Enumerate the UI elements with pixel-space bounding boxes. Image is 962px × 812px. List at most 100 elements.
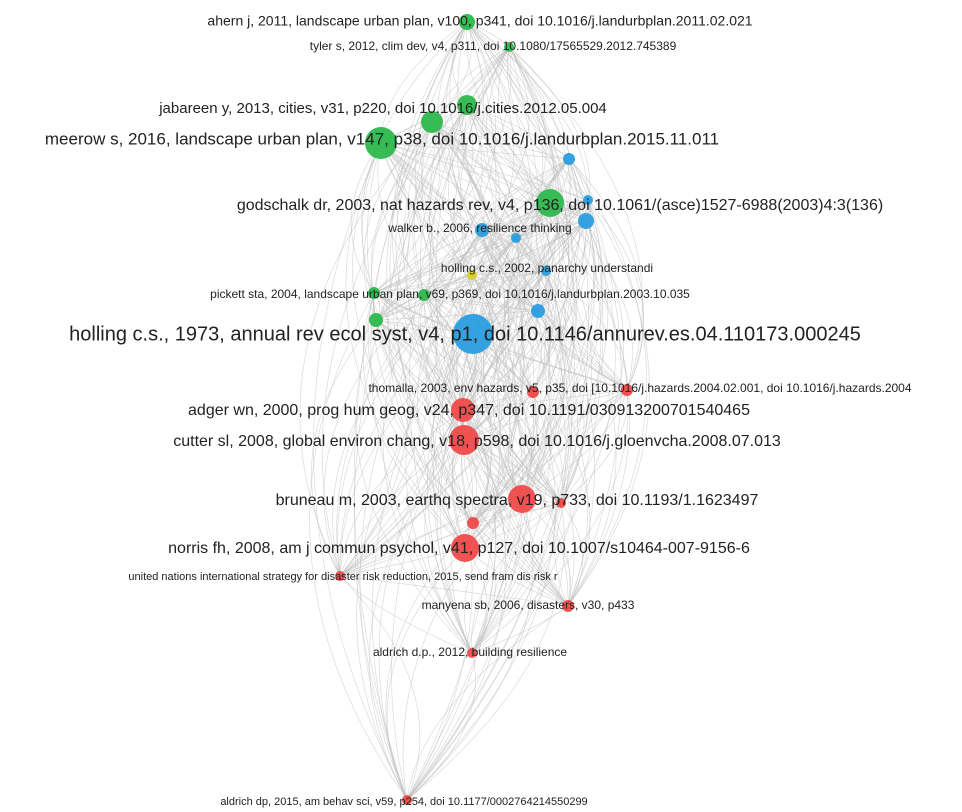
edge — [462, 310, 539, 411]
edge — [352, 142, 474, 524]
edge — [461, 220, 587, 524]
edge — [471, 274, 517, 524]
node-label: aldrich dp, 2015, am behav sci, v59, p25… — [220, 796, 587, 808]
node — [402, 795, 412, 805]
edge — [432, 237, 517, 549]
edge — [373, 237, 517, 294]
edge — [406, 46, 547, 801]
edge — [466, 104, 567, 500]
edge — [371, 46, 510, 321]
node-label: aldrich d.p., 2012, building resilience — [373, 645, 567, 659]
edge — [412, 46, 510, 296]
edge — [339, 270, 547, 577]
edge — [463, 158, 580, 441]
edge — [323, 294, 425, 577]
node — [527, 386, 539, 398]
edge — [339, 310, 539, 577]
edge — [373, 199, 589, 294]
node-label: thomalla, 2003, env hazards, v5, p35, do… — [368, 381, 911, 395]
node-label: jabareen y, 2013, cities, v31, p220, doi… — [158, 100, 607, 117]
edge — [485, 46, 547, 272]
edge — [373, 220, 587, 294]
node — [536, 189, 564, 217]
edge — [366, 142, 569, 607]
edge — [339, 199, 589, 577]
edge — [472, 522, 569, 607]
edge — [392, 21, 468, 441]
edge — [380, 142, 589, 201]
edge — [406, 294, 497, 801]
edge — [471, 502, 562, 654]
edge — [313, 142, 408, 801]
node-label: manyena sb, 2006, disasters, v30, p433 — [422, 598, 635, 612]
edge — [406, 502, 565, 801]
edge — [545, 199, 589, 272]
edge — [406, 121, 501, 801]
node — [578, 213, 594, 229]
edge — [508, 46, 622, 607]
edge — [560, 220, 624, 504]
edge — [466, 21, 589, 201]
edge — [339, 575, 421, 801]
node — [562, 600, 574, 612]
edge — [375, 237, 517, 321]
node-label: tyler s, 2012, clim dev, v4, p311, doi 1… — [310, 39, 677, 53]
edge — [309, 292, 408, 801]
edge — [463, 439, 562, 504]
edge — [372, 292, 569, 607]
node — [418, 289, 430, 301]
node-label: bruneau m, 2003, earthq spectra, v19, p7… — [276, 492, 759, 509]
edge — [499, 310, 569, 607]
edge — [587, 199, 644, 391]
edge — [373, 121, 441, 294]
edge — [471, 310, 570, 654]
edge — [373, 229, 483, 294]
edge — [339, 522, 474, 577]
edge — [375, 158, 570, 321]
node — [511, 233, 521, 243]
node — [504, 42, 514, 52]
edge — [466, 21, 602, 504]
node — [365, 127, 397, 159]
edge — [431, 121, 485, 231]
edge — [463, 498, 523, 654]
node — [467, 270, 477, 280]
edges — [299, 21, 650, 801]
node — [621, 384, 633, 396]
edge — [339, 237, 521, 577]
node-label: pickett sta, 2004, landscape urban plan,… — [210, 287, 690, 301]
edge — [471, 158, 570, 276]
edge — [373, 292, 523, 500]
edge — [375, 310, 539, 321]
node — [531, 304, 545, 318]
edge — [567, 158, 647, 607]
node — [459, 14, 475, 30]
node — [508, 485, 536, 513]
edge — [373, 46, 512, 294]
edge — [432, 158, 570, 654]
edge — [402, 389, 628, 801]
edge — [455, 158, 570, 411]
node — [556, 498, 566, 508]
node — [541, 266, 551, 276]
edge — [568, 158, 644, 391]
node — [467, 648, 477, 658]
edge — [462, 389, 628, 411]
edge — [431, 121, 570, 160]
edge — [339, 498, 523, 577]
edge — [413, 121, 562, 504]
edge — [442, 237, 517, 524]
edge — [521, 389, 628, 500]
labels: ahern j, 2011, landscape urban plan, v10… — [45, 13, 912, 808]
edge — [429, 104, 474, 335]
edge — [462, 409, 571, 607]
edge — [537, 310, 585, 504]
edge — [472, 46, 544, 335]
edge — [363, 292, 466, 549]
edge — [436, 270, 547, 654]
edge — [350, 142, 382, 294]
nodes — [335, 14, 633, 805]
edge — [406, 605, 569, 801]
node-label: holling c.s., 2002, panarchy understandi — [441, 261, 653, 275]
